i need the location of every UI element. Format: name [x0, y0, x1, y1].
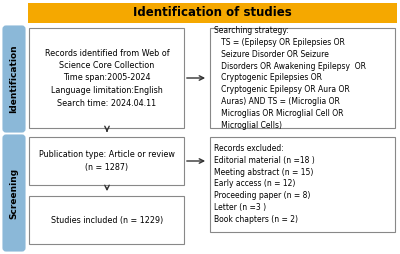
FancyBboxPatch shape: [29, 196, 184, 244]
FancyBboxPatch shape: [3, 135, 25, 251]
FancyBboxPatch shape: [210, 137, 395, 232]
Text: Screening: Screening: [10, 167, 18, 218]
FancyBboxPatch shape: [28, 3, 397, 23]
Text: Identification of studies: Identification of studies: [133, 7, 291, 20]
Text: Publication type: Article or review
(n = 1287): Publication type: Article or review (n =…: [39, 150, 175, 172]
FancyBboxPatch shape: [29, 137, 184, 185]
Text: Records identified from Web of
Science Core Collection
Time span:2005-2024
Langu: Records identified from Web of Science C…: [45, 49, 169, 107]
Text: Records excluded:
Editorial material (n =18 )
Meeting abstract (n = 15)
Early ac: Records excluded: Editorial material (n …: [214, 144, 315, 224]
Text: Studies included (n = 1229): Studies included (n = 1229): [51, 215, 163, 225]
FancyBboxPatch shape: [29, 28, 184, 128]
FancyBboxPatch shape: [210, 28, 395, 128]
FancyBboxPatch shape: [3, 26, 25, 132]
Text: Identification: Identification: [10, 45, 18, 113]
Text: Searching strategy:
   TS = (Epilepsy OR Epilepsies OR
   Seizure Disorder OR Se: Searching strategy: TS = (Epilepsy OR Ep…: [214, 26, 366, 130]
